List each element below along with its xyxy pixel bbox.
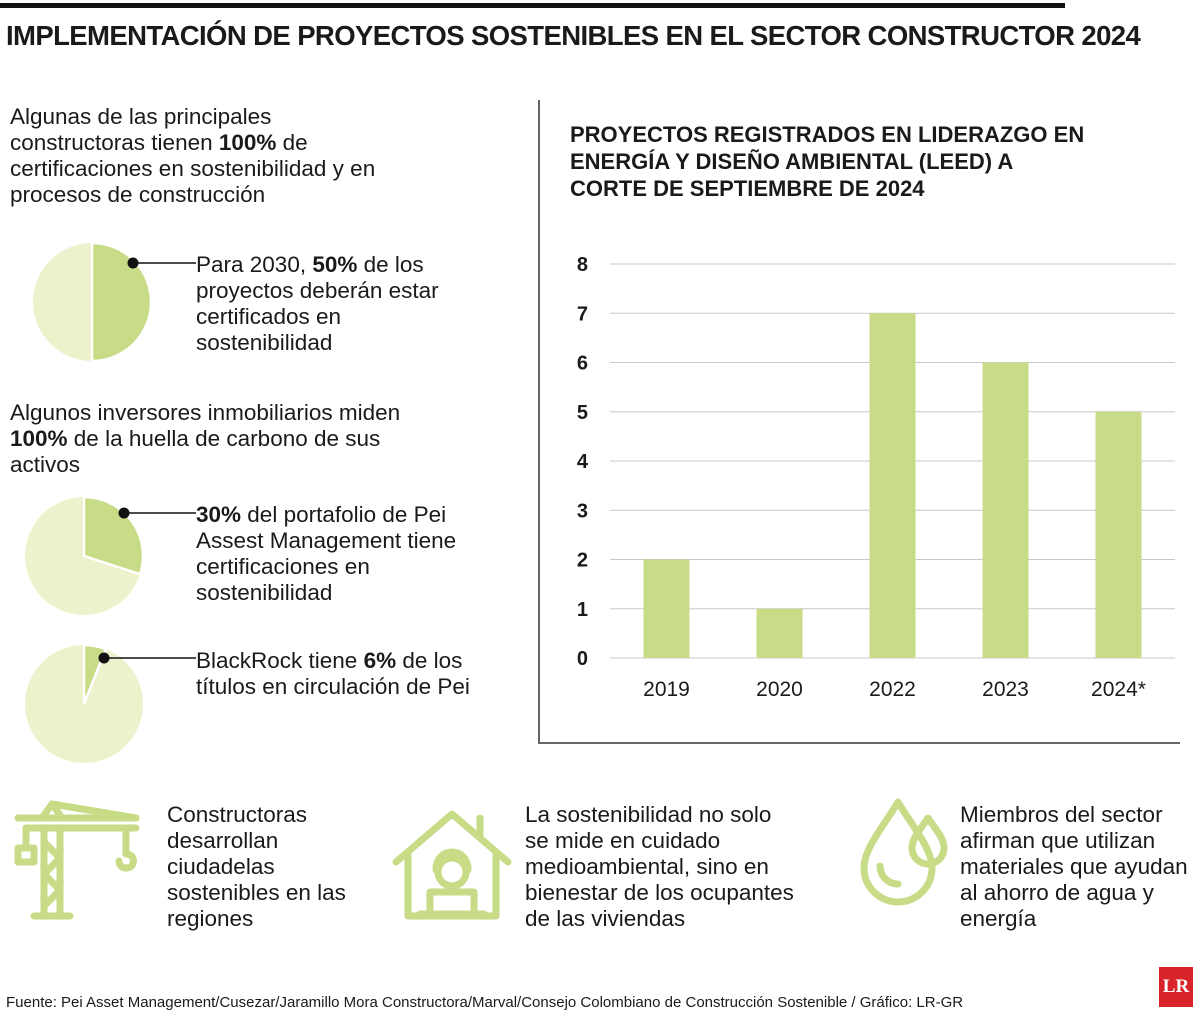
y-tick-label: 5 [577,402,588,424]
construction-crane-icon [14,800,140,920]
y-tick-label: 6 [577,353,588,375]
bar-2024* [1095,411,1142,658]
y-tick-label: 2 [577,550,588,572]
pie-chart-certificacion-2030 [33,242,152,362]
pie-slice-30 [82,496,144,576]
bar-2022 [869,313,916,658]
y-tick-label: 8 [577,254,588,276]
chart-title: PROYECTOS REGISTRADOS EN LIDERAZGO EN EN… [570,122,1085,201]
bar-2020 [756,608,803,658]
caption-ahorro-agua: Miembros del sector afirman que utilizan… [960,802,1188,931]
y-tick-label: 0 [577,648,588,670]
page-title: IMPLEMENTACIÓN DE PROYECTOS SOSTENIBLES … [6,20,1141,51]
x-tick-label: 2024* [1091,678,1146,701]
bar-2023 [982,362,1029,658]
x-tick-label: 2022 [869,678,916,701]
source-footnote: Fuente: Pei Asset Management/Cusezar/Jar… [6,994,964,1011]
top-rule [0,3,1065,8]
water-drops-icon [860,798,948,906]
lr-logo: LR [1159,967,1193,1007]
y-tick-label: 1 [577,599,588,621]
x-tick-label: 2019 [643,678,690,701]
caption-ciudadelas: Constructoras desarrollan ciudadelas sos… [167,802,346,931]
y-tick-label: 4 [577,451,589,473]
caption-bienestar: La sostenibilidad no solo se mide en cui… [525,802,794,931]
intro-text-inversores: Algunos inversores inmobiliarios miden 1… [10,400,401,477]
chart-frame-bottom [538,742,1180,744]
leader-dot [127,257,139,269]
x-tick-label: 2020 [756,678,803,701]
x-tick-label: 2023 [982,678,1029,701]
y-tick-label: 7 [577,303,588,325]
callout-blackrock: BlackRock tiene 6% de los títulos en cir… [196,648,470,699]
y-tick-label: 3 [577,500,588,522]
bar-chart-leed: 0 1 2 3 4 5 6 7 8 2019 2020 2022 2023 2024* [577,254,1175,701]
callout-certificacion-2030: Para 2030, 50% de los proyectos deberán … [196,252,439,355]
house-worker-icon [392,810,512,920]
intro-text-constructoras: Algunas de las principales constructoras… [10,104,376,207]
callout-leaders [98,257,196,664]
bar-2019 [643,559,690,658]
leader-dot [98,652,110,664]
callout-portafolio-pei: 30% del portafolio de Pei Assest Managem… [196,502,457,605]
pie-slice-50 [90,242,152,362]
chart-frame-left [538,100,540,742]
pie-chart-portafolio-pei [25,496,144,615]
leader-dot [118,507,130,519]
